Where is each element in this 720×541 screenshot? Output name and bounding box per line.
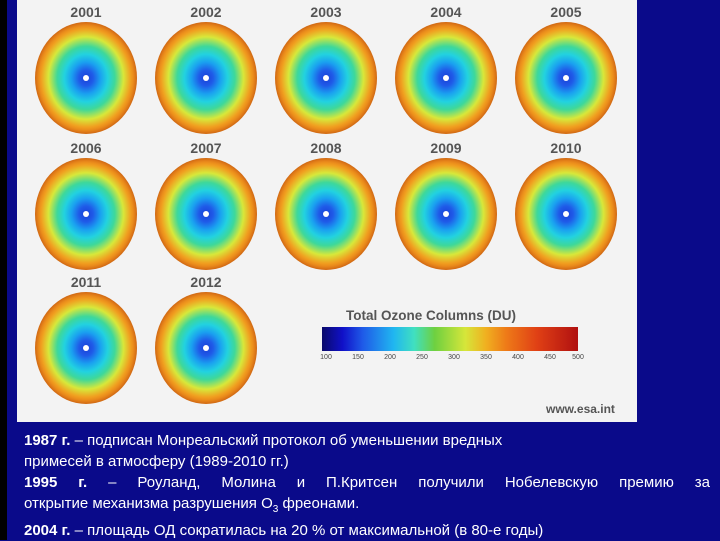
colorbar-tick: 450 bbox=[544, 354, 556, 361]
colorbar-tick: 350 bbox=[480, 354, 492, 361]
year-label: 2001 bbox=[70, 4, 102, 20]
ozone-globe bbox=[35, 158, 137, 270]
pole-marker bbox=[203, 75, 209, 81]
caption-year: 1987 г. bbox=[24, 432, 71, 449]
pole-marker bbox=[83, 75, 89, 81]
pole-marker bbox=[203, 211, 209, 217]
caption-line: 1995 г. – Роуланд, Молина и П.Критсен по… bbox=[24, 472, 710, 493]
year-label: 2010 bbox=[550, 140, 582, 156]
pole-marker bbox=[563, 211, 569, 217]
year-label: 2005 bbox=[550, 4, 582, 20]
ozone-globe bbox=[275, 22, 377, 134]
caption-text-segment: примесей в атмосферу (1989-2010 гг.) bbox=[24, 453, 289, 470]
year-label: 2004 bbox=[430, 4, 462, 20]
globe-cell: 2010 bbox=[507, 136, 625, 278]
year-label: 2007 bbox=[190, 140, 222, 156]
pole-marker bbox=[83, 345, 89, 351]
colorbar bbox=[322, 327, 578, 351]
left-border bbox=[0, 0, 7, 540]
ozone-globe bbox=[155, 22, 257, 134]
ozone-globe bbox=[395, 158, 497, 270]
year-label: 2002 bbox=[190, 4, 222, 20]
ozone-globe bbox=[155, 158, 257, 270]
globe-cell: 2002 bbox=[147, 0, 265, 142]
caption-text: 1987 г. – подписан Монреальский протокол… bbox=[24, 430, 710, 541]
ozone-globe bbox=[35, 292, 137, 404]
ozone-figure: 2001 2002 2003 2004 2005 2006 2007 2008 … bbox=[17, 0, 637, 422]
caption-year: 2004 г. bbox=[24, 522, 71, 539]
caption-line: 1987 г. – подписан Монреальский протокол… bbox=[24, 430, 710, 451]
ozone-globe bbox=[395, 22, 497, 134]
globe-cell: 2006 bbox=[27, 136, 145, 278]
colorbar-tick: 200 bbox=[384, 354, 396, 361]
caption-text-segment: – подписан Монреальский протокол об умен… bbox=[70, 432, 503, 449]
colorbar-tick: 400 bbox=[512, 354, 524, 361]
caption-text-segment: фреонами. bbox=[278, 495, 360, 512]
pole-marker bbox=[83, 211, 89, 217]
year-label: 2009 bbox=[430, 140, 462, 156]
year-label: 2011 bbox=[70, 274, 102, 290]
year-label: 2006 bbox=[70, 140, 102, 156]
caption-year: 1995 г. bbox=[24, 474, 88, 491]
pole-marker bbox=[443, 75, 449, 81]
caption-line: примесей в атмосферу (1989-2010 гг.) bbox=[24, 451, 710, 472]
ozone-globe bbox=[515, 22, 617, 134]
globe-cell: 2005 bbox=[507, 0, 625, 142]
pole-marker bbox=[443, 211, 449, 217]
globe-cell: 2001 bbox=[27, 0, 145, 142]
globe-cell: 2011 bbox=[27, 270, 145, 412]
pole-marker bbox=[563, 75, 569, 81]
colorbar-ticks: 100 150 200 250 300 350 400 450 500 bbox=[318, 354, 584, 364]
caption-text-segment: открытие механизма разрушения О bbox=[24, 495, 273, 512]
colorbar-tick: 250 bbox=[416, 354, 428, 361]
globe-cell: 2012 bbox=[147, 270, 265, 412]
ozone-globe bbox=[275, 158, 377, 270]
globe-cell: 2003 bbox=[267, 0, 385, 142]
year-label: 2012 bbox=[190, 274, 222, 290]
year-label: 2003 bbox=[310, 4, 342, 20]
colorbar-title: Total Ozone Columns (DU) bbox=[346, 308, 516, 323]
caption-line: 2004 г. – площадь ОД сократилась на 20 %… bbox=[24, 520, 710, 541]
pole-marker bbox=[323, 211, 329, 217]
caption-text-segment: – площадь ОД сократилась на 20 % от макс… bbox=[70, 522, 544, 539]
year-label: 2008 bbox=[310, 140, 342, 156]
ozone-globe bbox=[35, 22, 137, 134]
caption-subscript: 3 bbox=[272, 504, 279, 515]
globe-cell: 2009 bbox=[387, 136, 505, 278]
source-credit: www.esa.int bbox=[546, 402, 615, 416]
ozone-globe bbox=[155, 292, 257, 404]
caption-text-segment: – Роуланд, Молина и П.Критсен получили Н… bbox=[87, 474, 710, 491]
colorbar-tick: 300 bbox=[448, 354, 460, 361]
globe-cell: 2008 bbox=[267, 136, 385, 278]
colorbar-tick: 500 bbox=[572, 354, 584, 361]
globe-cell: 2004 bbox=[387, 0, 505, 142]
pole-marker bbox=[323, 75, 329, 81]
pole-marker bbox=[203, 345, 209, 351]
ozone-globe bbox=[515, 158, 617, 270]
colorbar-tick: 100 bbox=[320, 354, 332, 361]
caption-line: открытие механизма разрушения О3 фреонам… bbox=[24, 493, 710, 520]
globe-cell: 2007 bbox=[147, 136, 265, 278]
colorbar-tick: 150 bbox=[352, 354, 364, 361]
